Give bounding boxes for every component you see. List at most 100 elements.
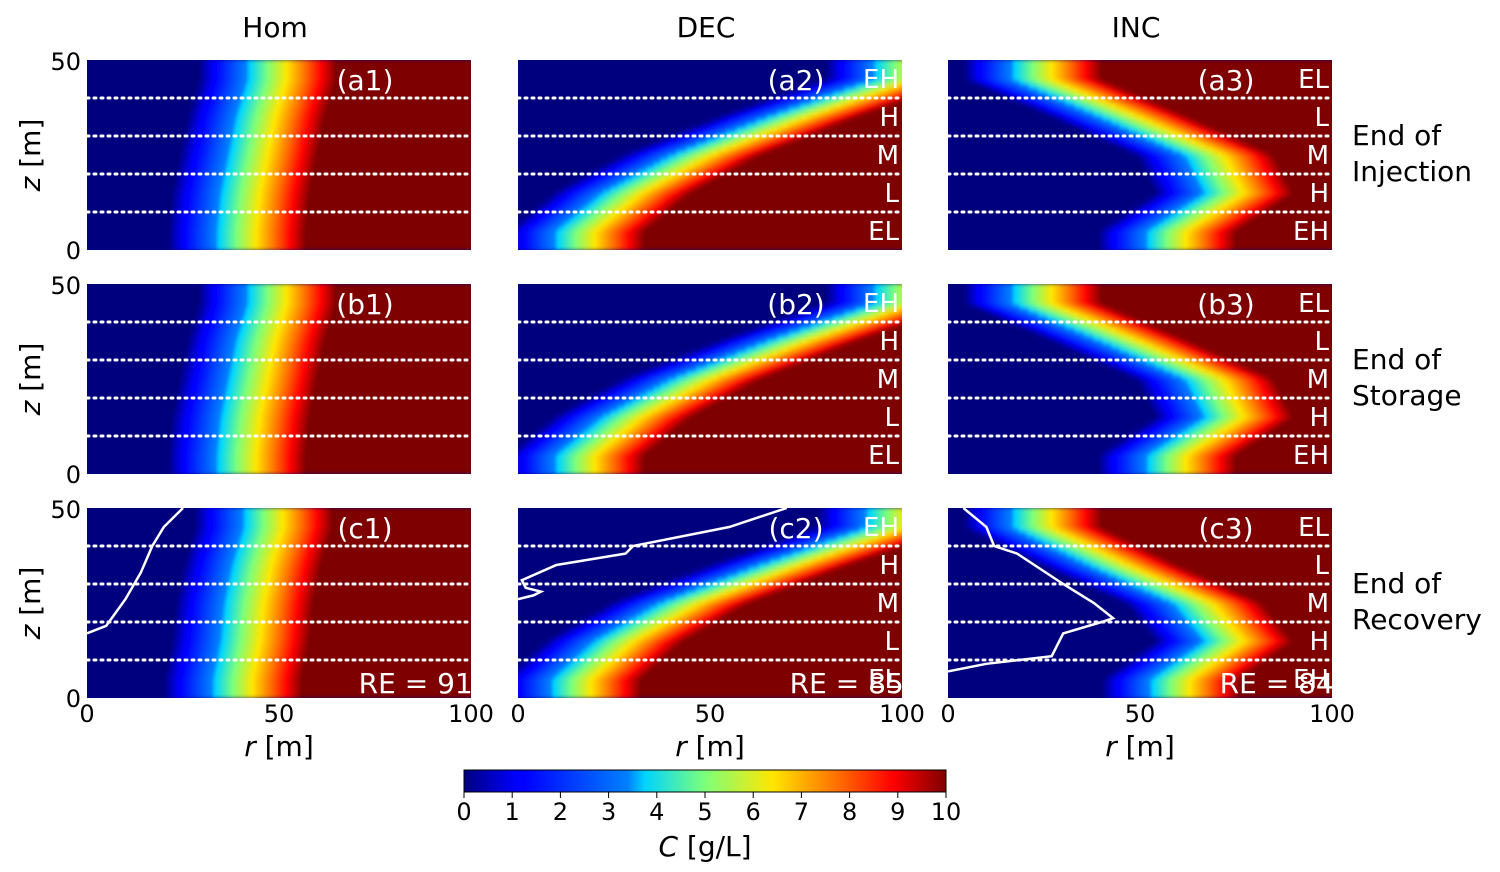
field-strip xyxy=(825,63,902,69)
field-strip-saturated xyxy=(690,634,902,640)
field-strip xyxy=(181,362,321,368)
field-strip-saturated xyxy=(317,578,471,584)
field-strip-saturated xyxy=(310,630,471,636)
field-strip xyxy=(1132,610,1271,616)
layer-label: EL xyxy=(868,441,899,471)
field-strip xyxy=(187,546,326,553)
field-strip-saturated xyxy=(685,193,902,200)
field-strip-saturated xyxy=(1239,685,1332,691)
field-strip-saturated xyxy=(322,122,471,128)
field-strip xyxy=(667,578,806,584)
field-strip-saturated xyxy=(306,221,471,227)
field-strip-saturated xyxy=(310,186,471,192)
field-strip xyxy=(817,523,902,529)
layer-label: L xyxy=(885,179,900,209)
field-strip xyxy=(772,95,902,101)
field-strip xyxy=(171,634,311,640)
field-strip xyxy=(181,366,320,372)
field-strip xyxy=(519,441,658,447)
field-strip-saturated xyxy=(1231,586,1332,592)
field-strip-saturated xyxy=(1101,71,1332,77)
field-strip-saturated xyxy=(737,606,902,612)
field-strip xyxy=(559,630,698,636)
row-title: End of xyxy=(1352,119,1442,152)
field-strip-saturated xyxy=(676,425,902,432)
field-strip-saturated xyxy=(712,402,902,408)
field-strip-saturated xyxy=(836,566,902,572)
field-strip-saturated xyxy=(698,410,902,416)
field-strip xyxy=(825,291,902,297)
field-strip-saturated xyxy=(336,291,471,297)
field-strip-saturated xyxy=(1181,334,1332,341)
field-strip-saturated xyxy=(1251,366,1332,372)
field-strip-saturated xyxy=(317,374,471,380)
colorbar: 0 1 2 3 4 5 6 7 8 9 10 C [g/L] xyxy=(456,769,961,863)
column-title: Hom xyxy=(242,11,307,44)
field-strip xyxy=(518,461,645,467)
field-strip-saturated xyxy=(306,437,471,443)
field-strip-saturated xyxy=(327,539,471,545)
field-strip-saturated xyxy=(1235,469,1332,474)
field-strip-saturated xyxy=(307,205,471,212)
field-strip xyxy=(1145,626,1284,632)
field-strip-saturated xyxy=(1225,130,1332,136)
field-strip xyxy=(1032,558,1172,565)
panel-label-c3: (c3) xyxy=(1198,512,1253,545)
field-strip-saturated xyxy=(764,374,902,380)
field-strip xyxy=(963,519,1102,525)
field-strip-saturated xyxy=(1281,197,1332,204)
field-strip-saturated xyxy=(1267,606,1332,612)
field-strip-saturated xyxy=(323,554,471,561)
field-strip-saturated xyxy=(1243,138,1332,144)
field-strip xyxy=(1101,677,1240,683)
field-strip-saturated xyxy=(1257,437,1332,443)
field-strip xyxy=(173,182,312,188)
y-axis-label: z [m] xyxy=(14,567,47,641)
field-strip-saturated xyxy=(312,602,471,608)
field-strip-saturated xyxy=(1239,449,1332,455)
field-strip xyxy=(988,311,1127,317)
field-strip-saturated xyxy=(322,346,471,352)
field-strip xyxy=(1119,213,1259,219)
field-strip-saturated xyxy=(1284,398,1332,404)
field-strip-saturated xyxy=(318,366,471,372)
field-strip xyxy=(190,539,329,545)
field-strip xyxy=(963,523,1102,529)
field-strip-saturated xyxy=(305,233,471,239)
field-strip-saturated xyxy=(1154,550,1332,557)
field-strip-saturated xyxy=(310,622,471,628)
field-strip xyxy=(165,665,305,671)
field-strip xyxy=(187,334,327,341)
field-strip xyxy=(518,245,645,250)
field-strip xyxy=(168,217,307,223)
field-strip xyxy=(979,307,1118,313)
colorbar-tick-label: 7 xyxy=(794,798,809,826)
field-strip-saturated xyxy=(314,386,471,392)
field-strip-saturated xyxy=(691,414,902,420)
field-strip-saturated xyxy=(1275,425,1332,432)
field-strip xyxy=(1016,550,1156,557)
field-strip-saturated xyxy=(1125,87,1332,93)
field-strip-saturated xyxy=(876,106,902,113)
field-strip xyxy=(1141,162,1280,168)
field-strip xyxy=(772,319,902,325)
field-strip xyxy=(1049,566,1189,572)
field-strip-saturated xyxy=(1239,689,1332,695)
field-strip xyxy=(1149,417,1289,424)
colorbar-bar xyxy=(463,769,947,793)
field-strip-saturated xyxy=(891,546,902,553)
field-strip xyxy=(169,209,308,215)
field-strip xyxy=(1097,237,1236,243)
field-strip-saturated xyxy=(313,394,471,400)
field-strip xyxy=(1097,233,1236,239)
layer-label: M xyxy=(1307,365,1329,395)
field-strip-saturated xyxy=(1101,295,1332,301)
field-strip xyxy=(173,406,312,412)
panel-a1: (a1) xyxy=(87,60,471,250)
field-strip xyxy=(169,645,309,652)
field-strip xyxy=(1097,469,1236,474)
field-strip xyxy=(167,457,306,463)
field-strip xyxy=(963,63,1102,69)
field-strip xyxy=(1155,190,1294,196)
field-strip xyxy=(195,311,334,317)
